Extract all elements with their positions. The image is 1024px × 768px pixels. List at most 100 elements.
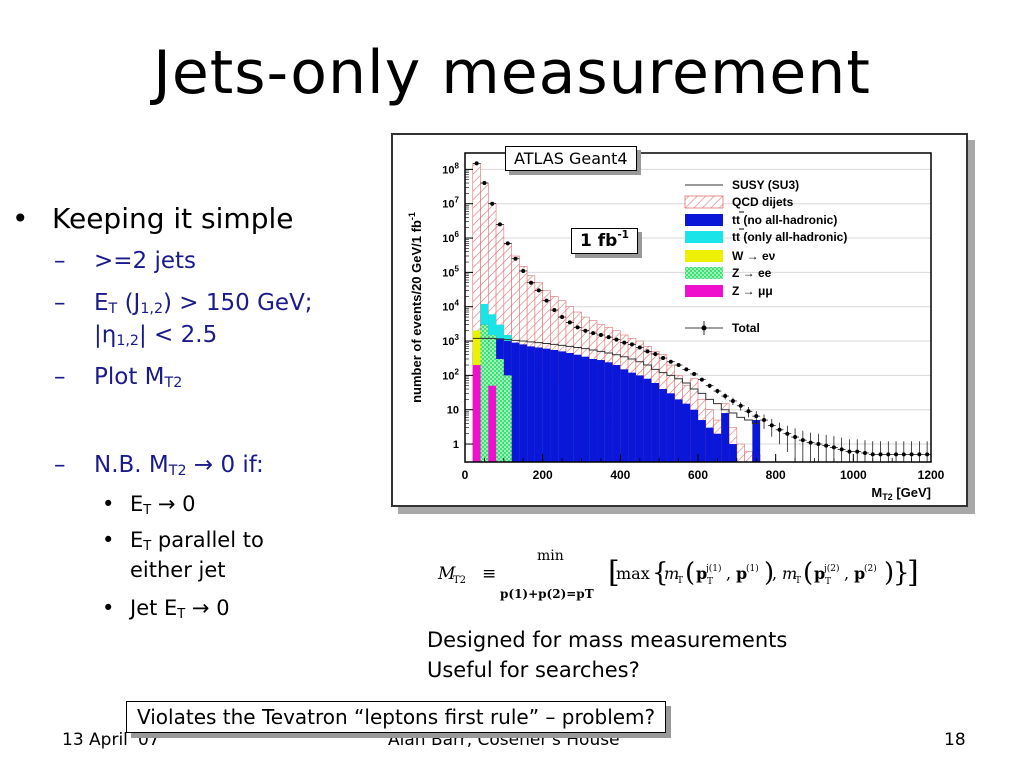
- sub-bullet-text: N.B. MT2 → 0 if:: [94, 452, 264, 479]
- chart-legend: SUSY (SU3) QCD dijets tt (no all-hadronic)…: [684, 178, 847, 335]
- bar-tt-no-all-hadronic-: [705, 427, 714, 462]
- dash-icon: –: [54, 452, 66, 478]
- formula-equiv: ≡: [482, 564, 496, 584]
- total-point: [839, 447, 844, 452]
- bar-tt-no-all-hadronic-: [635, 375, 644, 462]
- bar-tt-no-all-hadronic-: [752, 420, 761, 462]
- legend-label: Z → μμ: [732, 284, 773, 298]
- legend-swatch: [685, 250, 723, 262]
- atlas-geant4-label: ATLAS Geant4: [505, 146, 637, 171]
- bullet-dot-icon: •: [102, 596, 115, 620]
- total-point: [878, 452, 883, 457]
- slide-title: Jets-only measurement: [153, 38, 871, 108]
- sub-sub-bullet-text: ET → 0: [130, 492, 196, 518]
- bar-tt-no-all-hadronic-: [511, 342, 520, 462]
- susy-line: [472, 337, 761, 424]
- total-point: [816, 442, 821, 447]
- total-point: [925, 452, 930, 457]
- bar-tt-no-all-hadronic-: [643, 378, 652, 462]
- mt2-definition-formula: M T2 ≡ min p(1)+p(2)=pT [ max { m T ( p …: [430, 544, 930, 606]
- legend-label: tt (no all-hadronic): [732, 213, 837, 227]
- total-point: [746, 409, 751, 414]
- total-point: [723, 394, 728, 399]
- total-point: [692, 371, 697, 376]
- formula-mt1: m: [664, 564, 679, 583]
- footer-author: Alan Barr, Cosener's House: [388, 730, 620, 750]
- total-point: [661, 356, 666, 361]
- total-point: [862, 450, 867, 455]
- y-tick-label: 104: [442, 299, 459, 314]
- bar-z-ee: [480, 324, 489, 462]
- total-point: [831, 445, 836, 450]
- total-point: [762, 418, 767, 423]
- total-point: [637, 345, 642, 350]
- chart-series: [472, 161, 931, 463]
- formula-t-sub: T: [677, 576, 683, 586]
- sub-sub-bullet-text: Jet ET → 0: [130, 596, 230, 622]
- y-tick-label: 106: [442, 230, 459, 245]
- total-point: [497, 222, 502, 227]
- bar-tt-no-all-hadronic-: [604, 362, 613, 462]
- y-tick-label: 1: [453, 439, 459, 451]
- formula-mt2: m: [782, 564, 797, 583]
- total-point: [575, 325, 580, 330]
- dash-icon: –: [54, 290, 66, 316]
- legend-label: SUSY (SU3): [732, 178, 799, 192]
- formula-m: M: [437, 564, 456, 584]
- legend-swatch: [684, 195, 724, 209]
- footer-page-number: 18: [944, 730, 966, 750]
- bar-tt-no-all-hadronic-: [721, 413, 730, 462]
- total-point: [591, 331, 596, 336]
- total-point: [505, 241, 510, 246]
- legend-label: Total: [732, 321, 760, 335]
- bar-tt-no-all-hadronic-: [597, 360, 605, 462]
- legend-label: W → eν: [732, 249, 776, 263]
- total-point: [777, 427, 782, 432]
- formula-min: min: [537, 548, 564, 564]
- total-point: [793, 435, 798, 440]
- bar-tt-no-all-hadronic-: [589, 359, 598, 462]
- bar-qcd-dijets: [736, 443, 745, 463]
- y-tick-label: 108: [442, 161, 459, 176]
- total-point: [715, 389, 720, 394]
- legend-label: QCD dijets: [732, 195, 794, 209]
- formula-pt2: p: [814, 564, 825, 583]
- bar-z-ee: [496, 359, 504, 462]
- notes-block: Designed for mass measurements Useful fo…: [427, 625, 787, 685]
- total-point: [684, 367, 689, 372]
- total-point: [606, 335, 611, 340]
- total-point: [738, 403, 743, 408]
- formula-t2: T2: [453, 575, 466, 586]
- formula-bracket-open: [: [608, 555, 620, 590]
- total-point: [730, 398, 735, 403]
- note-mass-measurements: Designed for mass measurements: [427, 628, 788, 652]
- x-tick-label: 1000: [840, 468, 867, 482]
- y-tick-label: 107: [442, 196, 459, 211]
- legend-swatch: [685, 285, 723, 297]
- formula-bracket-close: ]: [907, 555, 919, 590]
- total-point: [901, 452, 906, 457]
- mt2-histogram-figure: 0 200 400 600 800 1000 1200 1 10 102 103 104 105 106 1…: [391, 133, 968, 507]
- bar-tt-no-all-hadronic-: [666, 393, 675, 462]
- formula-t-sub: T: [707, 577, 713, 587]
- total-point: [824, 443, 829, 448]
- mt2-formula-svg: M T2 ≡ min p(1)+p(2)=pT [ max { m T ( p …: [437, 548, 919, 601]
- x-tick-label: 800: [766, 468, 786, 482]
- x-tick-label: 600: [688, 468, 708, 482]
- x-tick-label: 1200: [918, 468, 945, 482]
- formula-t-sub: T: [795, 576, 801, 586]
- bar-tt-no-all-hadronic-: [519, 344, 528, 462]
- total-point: [909, 452, 914, 457]
- total-point: [583, 328, 588, 333]
- bar-tt-no-all-hadronic-: [628, 372, 636, 462]
- bar-tt-no-all-hadronic-: [729, 444, 737, 462]
- formula-t-sub: T: [825, 577, 831, 587]
- formula-paren: (: [685, 558, 695, 588]
- total-point: [552, 308, 557, 313]
- total-point: [870, 452, 875, 457]
- legend-swatch: [685, 214, 723, 226]
- bar-tt-no-all-hadronic-: [620, 369, 629, 462]
- legend-label: tt (only all-hadronic): [732, 230, 847, 244]
- formula-j1: j(1): [705, 563, 722, 574]
- formula-p2: p: [854, 564, 865, 583]
